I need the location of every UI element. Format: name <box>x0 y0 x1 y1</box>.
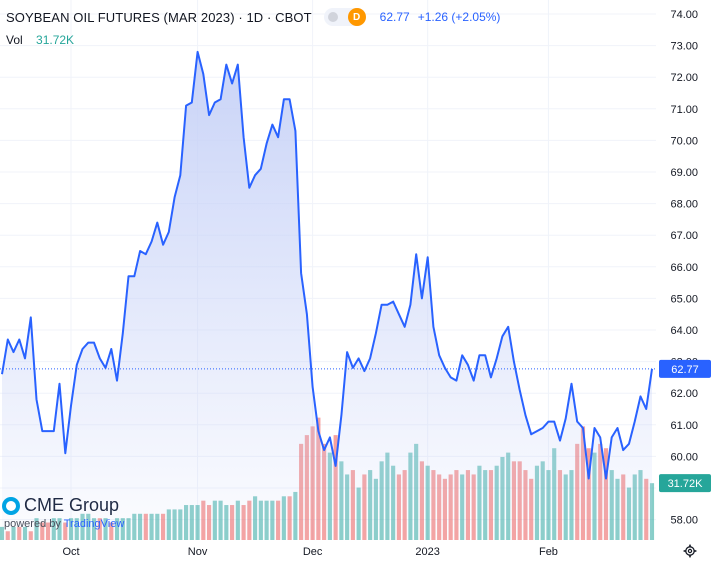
price-tick-label: 64.00 <box>670 325 698 337</box>
price-tick-label: 73.00 <box>670 41 698 53</box>
price-tick-label: 71.00 <box>670 104 698 116</box>
chart-header: SOYBEAN OIL FUTURES (MAR 2023) · 1D · CB… <box>6 7 500 27</box>
price-tick-label: 61.00 <box>670 420 698 432</box>
last-value-badges: 62.77 31.72K <box>659 359 711 493</box>
volume-legend: Vol 31.72K <box>6 33 74 47</box>
time-tick-label: Oct <box>62 546 79 558</box>
price-tick-label: 68.00 <box>670 199 698 211</box>
cme-brand: CME Group <box>24 495 120 515</box>
time-tick-label: 2023 <box>415 546 439 558</box>
price-tick-label: 58.00 <box>670 515 698 527</box>
time-tick-label: Feb <box>539 546 558 558</box>
price-tick-label: 70.00 <box>670 135 698 147</box>
price-tick-label: 69.00 <box>670 167 698 179</box>
price-change: +1.26 (+2.05%) <box>417 10 501 24</box>
price-area <box>0 50 656 541</box>
settings-gear-icon[interactable] <box>683 544 697 558</box>
price-tick-label: 65.00 <box>670 293 698 305</box>
price-line <box>1 50 653 480</box>
price-tick-label: 67.00 <box>670 230 698 242</box>
price-tick-label: 62.00 <box>670 388 698 400</box>
tradingview-label: TradingView <box>63 518 125 530</box>
symbol-title[interactable]: SOYBEAN OIL FUTURES (MAR 2023) · 1D · CB… <box>6 9 312 25</box>
cme-globe-icon <box>2 496 20 515</box>
time-tick-label: Nov <box>188 546 208 558</box>
delayed-toggle[interactable]: D <box>323 8 366 26</box>
price-tick-label: 72.00 <box>670 72 698 84</box>
last-volume-badge <box>659 474 711 493</box>
time-tick-label: Dec <box>303 546 323 558</box>
time-axis[interactable]: Oct Nov Dec 2023 Feb <box>62 546 557 558</box>
last-price-badge <box>659 359 711 378</box>
price-tick-label: 66.00 <box>670 262 698 274</box>
last-price: 62.77 <box>379 10 410 24</box>
price-axis[interactable]: 58.0059.0060.0061.0062.0063.0064.0065.00… <box>670 9 698 527</box>
volume-value: 31.72K <box>36 33 75 47</box>
toggle-knob-icon <box>327 12 338 22</box>
cme-logo[interactable]: CME Group powered by TradingView <box>2 495 124 530</box>
last-price-badge-label: 62.77 <box>671 364 699 376</box>
last-volume-badge-label: 31.72K <box>668 478 704 490</box>
delayed-badge: D <box>347 8 366 26</box>
volume-label: Vol <box>6 33 23 47</box>
price-tick-label: 74.00 <box>670 9 698 21</box>
price-area-fill <box>2 51 652 541</box>
powered-by-label: powered by <box>4 518 61 530</box>
price-tick-label: 60.00 <box>670 451 698 463</box>
